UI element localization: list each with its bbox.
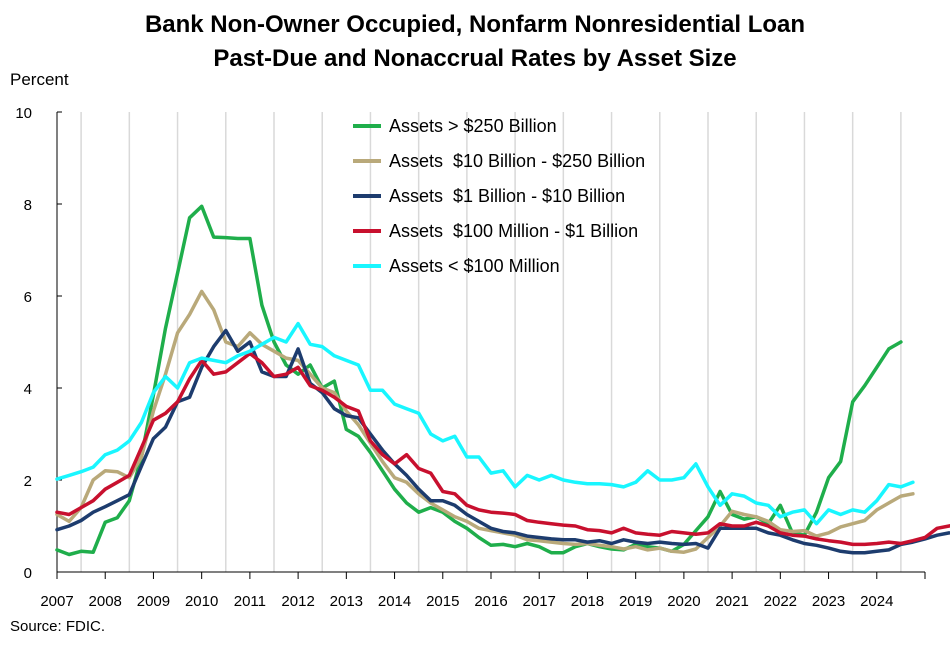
axes: 0 2 4 6 8 10 2007 2008 2009 2010 2011 2012 2013 2014 2…	[15, 105, 926, 610]
x-tick-label: 2020	[667, 593, 700, 610]
x-tick-label: 2011	[234, 593, 266, 610]
legend-label-3: Assets $1 Billion - $10 Billion	[389, 186, 625, 206]
x-tick-label: 2021	[715, 593, 748, 610]
series-lines	[55, 204, 950, 557]
legend-label-2: Assets $10 Billion - $250 Billion	[389, 151, 645, 171]
x-tick-label: 2016	[474, 593, 507, 610]
y-tick-label: 0	[24, 565, 32, 582]
chart-title-line-2: Past-Due and Nonaccrual Rates by Asset S…	[213, 45, 737, 72]
y-tick-label: 6	[24, 289, 32, 306]
x-tick-label: 2014	[378, 593, 411, 610]
series-line-5	[55, 321, 915, 526]
x-tick-label: 2024	[860, 593, 893, 610]
x-tick-label: 2009	[137, 593, 170, 610]
x-tick-label: 2017	[523, 593, 556, 610]
y-axis-unit-label: Percent	[10, 70, 69, 89]
series-line-2	[55, 289, 915, 554]
x-tick-label: 2012	[281, 593, 314, 610]
y-tick-label: 2	[24, 473, 32, 490]
chart-title: Bank Non-Owner Occupied, Nonfarm Nonresi…	[0, 8, 950, 76]
source-note: Source: FDIC.	[10, 618, 106, 635]
x-tick-label: 2010	[185, 593, 218, 610]
series-line-4	[55, 351, 950, 547]
legend: Assets > $250 Billion Assets $10 Billion …	[353, 116, 645, 276]
x-tick-label: 2023	[812, 593, 845, 610]
x-tick-label: 2013	[330, 593, 363, 610]
x-tick-label: 2008	[89, 593, 122, 610]
legend-label-4: Assets $100 Million - $1 Billion	[389, 221, 638, 241]
x-tick-label: 2019	[619, 593, 652, 610]
y-tick-label: 10	[15, 105, 32, 122]
x-tick-label: 2007	[40, 593, 73, 610]
y-tick-label: 4	[24, 381, 32, 398]
x-tick-label: 2022	[764, 593, 797, 610]
chart-title-line-1: Bank Non-Owner Occupied, Nonfarm Nonresi…	[144, 11, 806, 38]
y-tick-label: 8	[24, 197, 32, 214]
legend-label-5: Assets < $100 Million	[389, 256, 560, 276]
x-tick-label: 2018	[571, 593, 604, 610]
x-tick-label: 2015	[426, 593, 459, 610]
legend-label-1: Assets > $250 Billion	[389, 116, 557, 136]
gridlines	[80, 112, 902, 572]
